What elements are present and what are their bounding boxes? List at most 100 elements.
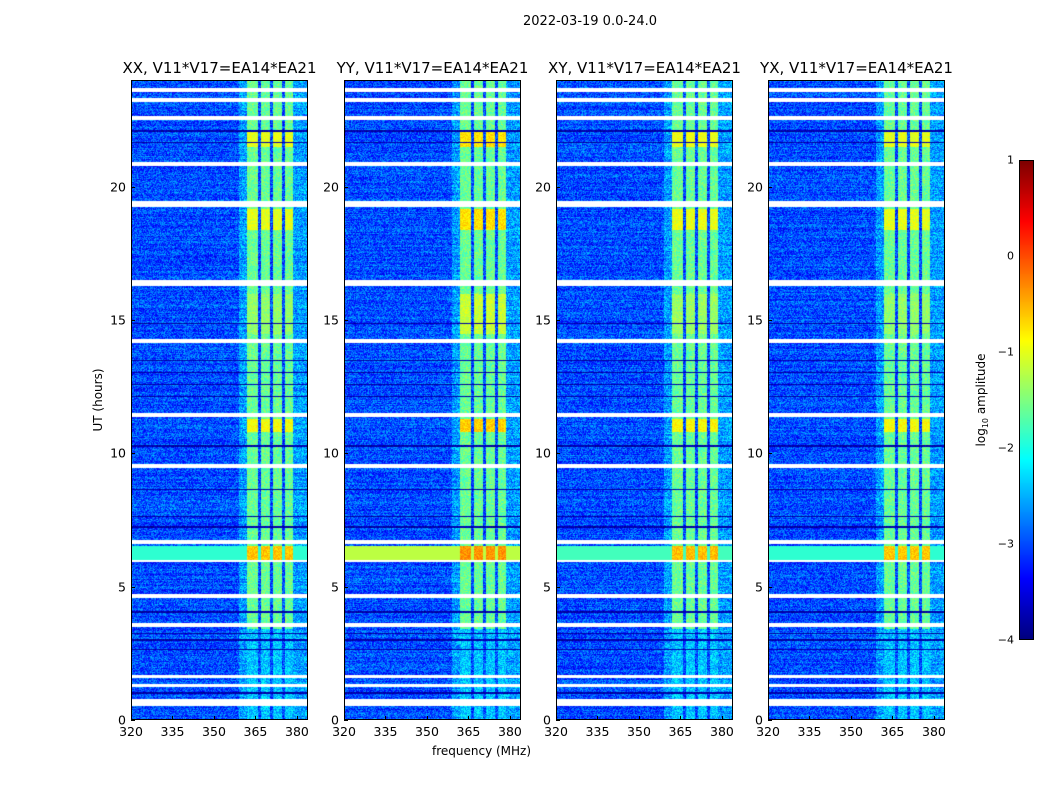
- x-tick-label: 350: [839, 724, 863, 739]
- y-tick: [131, 186, 135, 188]
- heatmap-image: [769, 81, 944, 719]
- heatmap-image: [345, 81, 520, 719]
- x-tick-label: 380: [922, 724, 946, 739]
- colorbar-tick-label: −2: [997, 441, 1014, 455]
- x-tick: [344, 716, 345, 720]
- y-tick-label: 5: [118, 579, 126, 595]
- x-tick: [255, 716, 257, 720]
- y-tick: [768, 720, 772, 721]
- figure-title: 2022-03-19 0.0-24.0: [523, 14, 657, 29]
- y-tick-label: 15: [535, 312, 551, 328]
- colorbar-tick-label: −1: [997, 345, 1014, 359]
- x-tick-label: 380: [710, 724, 734, 739]
- x-tick: [213, 716, 215, 720]
- panel-title: XX, V11*V17=EA14*EA21: [122, 59, 317, 77]
- x-tick-label: 320: [756, 724, 780, 739]
- y-tick-label: 5: [543, 579, 551, 595]
- y-tick-label: 15: [110, 312, 126, 328]
- heatmap-image: [557, 81, 732, 719]
- x-tick-label: 320: [544, 724, 568, 739]
- x-tick-label: 365: [880, 724, 905, 739]
- x-tick-label: 350: [202, 724, 226, 739]
- y-tick: [768, 586, 772, 588]
- y-tick: [556, 453, 560, 455]
- x-tick: [172, 716, 174, 720]
- panel-title: YY, V11*V17=EA14*EA21: [336, 59, 529, 77]
- x-tick: [892, 716, 894, 720]
- y-tick: [344, 720, 348, 721]
- y-tick-label: 10: [535, 445, 551, 461]
- colorbar-label: log10 amplitude: [973, 353, 991, 447]
- y-tick: [556, 186, 560, 188]
- x-tick: [809, 716, 811, 720]
- y-tick-label: 5: [755, 579, 763, 595]
- y-tick-label: 20: [535, 179, 551, 195]
- colorbar-tick-label: 0: [1007, 249, 1014, 263]
- y-tick: [768, 453, 772, 455]
- y-tick: [344, 586, 348, 588]
- y-tick-label: 10: [110, 445, 126, 461]
- x-tick: [426, 716, 428, 720]
- y-tick: [131, 720, 135, 721]
- y-tick: [556, 720, 560, 721]
- colorbar-tick-label: 1: [1007, 153, 1014, 167]
- y-tick-label: 5: [331, 579, 339, 595]
- y-tick-label: 20: [323, 179, 339, 195]
- x-tick: [850, 716, 852, 720]
- x-tick: [768, 716, 769, 720]
- x-tick-label: 365: [243, 724, 268, 739]
- x-tick-label: 350: [627, 724, 651, 739]
- y-tick: [131, 320, 135, 321]
- heatmap-image: [132, 81, 307, 719]
- y-tick-label: 0: [118, 712, 126, 728]
- x-tick: [296, 716, 298, 720]
- x-tick-label: 365: [668, 724, 693, 739]
- colorbar: [1019, 160, 1034, 640]
- y-tick: [768, 320, 772, 321]
- x-tick: [721, 716, 723, 720]
- y-axis-label: UT (hours): [91, 368, 105, 432]
- x-tick-label: 335: [585, 724, 610, 739]
- x-tick-label: 350: [415, 724, 439, 739]
- y-tick-label: 10: [747, 445, 763, 461]
- y-tick-label: 0: [755, 712, 763, 728]
- y-tick: [556, 586, 560, 588]
- panel-title: YX, V11*V17=EA14*EA21: [760, 59, 953, 77]
- colorbar-tick-label: −3: [997, 537, 1014, 551]
- x-tick-label: 365: [456, 724, 481, 739]
- y-tick: [556, 320, 560, 321]
- x-tick-label: 335: [797, 724, 822, 739]
- heatmap-panel: [768, 80, 945, 720]
- x-tick: [597, 716, 599, 720]
- x-tick-label: 335: [373, 724, 398, 739]
- x-tick: [509, 716, 511, 720]
- y-tick-label: 20: [747, 179, 763, 195]
- y-tick-label: 0: [543, 712, 551, 728]
- x-tick: [131, 716, 132, 720]
- y-tick-label: 15: [747, 312, 763, 328]
- y-tick-label: 10: [323, 445, 339, 461]
- y-tick: [131, 586, 135, 588]
- x-axis-label: frequency (MHz): [432, 744, 532, 758]
- heatmap-panel: [344, 80, 521, 720]
- x-tick-label: 380: [285, 724, 309, 739]
- y-tick: [768, 186, 772, 188]
- y-tick-label: 0: [331, 712, 339, 728]
- y-tick-label: 15: [323, 312, 339, 328]
- x-tick-label: 320: [332, 724, 356, 739]
- x-tick-label: 335: [160, 724, 185, 739]
- panel-title: XY, V11*V17=EA14*EA21: [548, 59, 741, 77]
- heatmap-panel: [556, 80, 733, 720]
- x-tick: [638, 716, 640, 720]
- colorbar-tick-label: −4: [997, 633, 1014, 647]
- x-tick-label: 320: [119, 724, 143, 739]
- y-tick: [131, 453, 135, 455]
- heatmap-panel: [131, 80, 308, 720]
- x-tick-label: 380: [498, 724, 522, 739]
- y-tick: [344, 186, 348, 188]
- x-tick: [468, 716, 470, 720]
- x-tick: [680, 716, 682, 720]
- y-tick: [344, 320, 348, 321]
- y-tick: [344, 453, 348, 455]
- x-tick: [933, 716, 935, 720]
